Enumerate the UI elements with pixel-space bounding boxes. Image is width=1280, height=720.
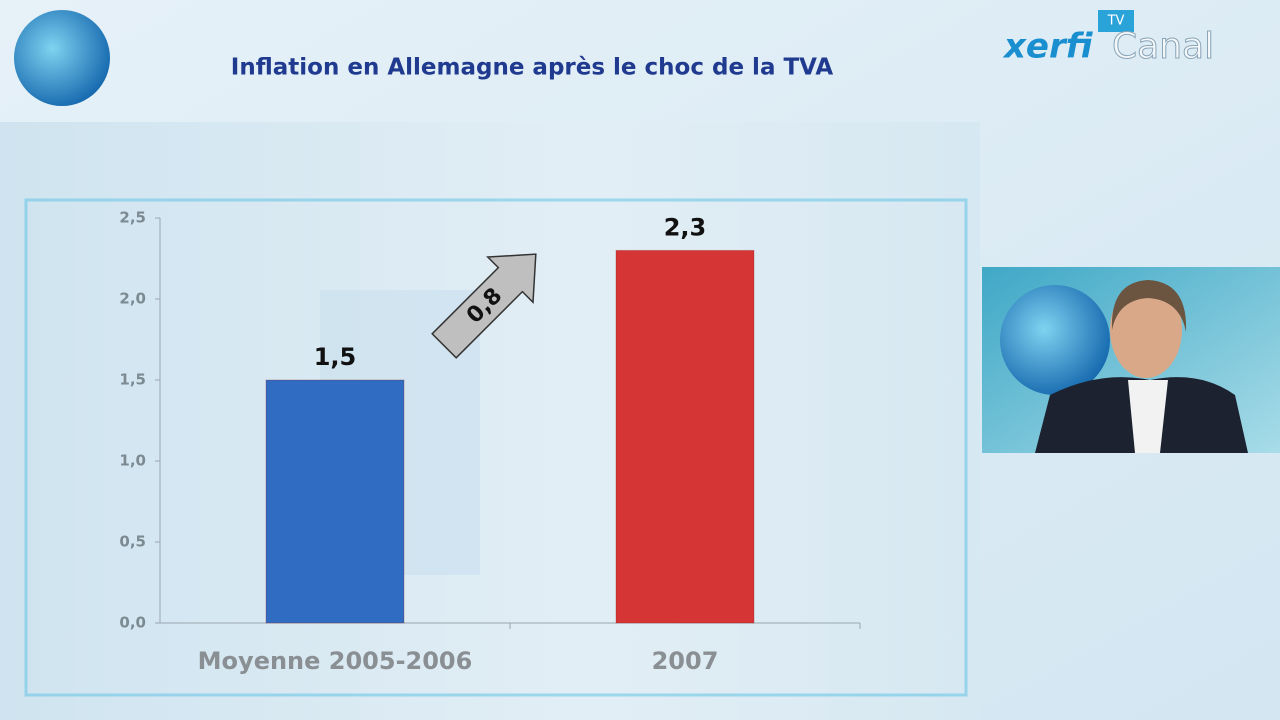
- tv-badge: [1098, 10, 1134, 32]
- brand-tag: TV: [1107, 14, 1125, 29]
- value-label: 1,5: [314, 343, 357, 371]
- y-tick-label: 1,0: [119, 452, 146, 470]
- chart: 0,0 0,5 1,0 1,5 2,0 2,5 Moyenne 2005-2006 1,5 20…: [119, 209, 861, 675]
- x-tick-label: Moyenne 2005-2006: [198, 647, 473, 675]
- y-tick-label: 0,0: [119, 614, 146, 632]
- chart-title: Inflation en Allemagne après le choc de …: [231, 55, 834, 81]
- presenter-head: [1110, 282, 1182, 378]
- value-label: 2,3: [664, 213, 707, 241]
- x-tick-label: 2007: [652, 647, 719, 675]
- y-tick-label: 2,0: [119, 290, 146, 308]
- y-tick-label: 1,5: [119, 371, 146, 389]
- frame: [24, 198, 968, 697]
- video-globe: [1000, 285, 1110, 395]
- bar: [615, 249, 755, 624]
- globe-logo: [14, 10, 110, 106]
- presenter-shirt: [1128, 380, 1168, 453]
- presenter-video: [982, 267, 1280, 453]
- bar: [265, 379, 405, 624]
- y-tick-label: 0,5: [119, 533, 146, 551]
- arrow-shape: [431, 253, 537, 359]
- presenter-hair: [1111, 280, 1187, 332]
- chart-panel: [0, 122, 980, 720]
- y-tick-label: 2,5: [119, 209, 146, 227]
- brand-channel: Canal: [1112, 26, 1214, 67]
- brand-name: xerfi: [1002, 27, 1094, 67]
